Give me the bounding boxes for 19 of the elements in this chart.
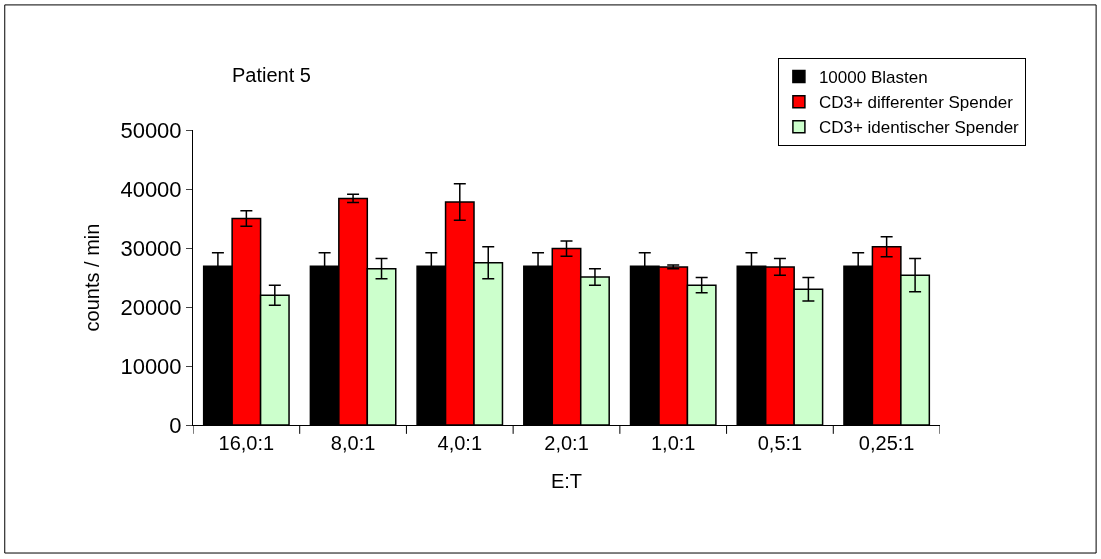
y-tick-label: 30000 <box>120 235 182 261</box>
chart-title: Patient 5 <box>232 64 311 86</box>
y-tick-label: 20000 <box>120 294 182 320</box>
y-axis-title: counts / min <box>80 223 103 332</box>
x-tick-label: 4,0:1 <box>437 432 483 454</box>
x-tick-label: 2,0:1 <box>544 432 589 454</box>
y-tick-label: 50000 <box>120 117 182 143</box>
y-tick-label: 0 <box>169 412 182 438</box>
x-tick-label: 8,0:1 <box>330 432 376 454</box>
legend-label: CD3+ identischer Spender <box>818 118 1020 138</box>
legend-label: 10000 Blasten <box>818 68 928 88</box>
x-tick-label: 16,0:1 <box>218 432 275 454</box>
x-axis-title: E:T <box>550 469 583 492</box>
legend-label: CD3+ differenter Spender <box>818 93 1014 113</box>
x-tick-label: 0,25:1 <box>858 432 915 454</box>
y-tick-label: 10000 <box>120 353 182 379</box>
x-tick-label: 1,0:1 <box>650 432 696 454</box>
y-tick-label: 40000 <box>120 176 182 202</box>
x-tick-label: 0,5:1 <box>757 432 803 454</box>
